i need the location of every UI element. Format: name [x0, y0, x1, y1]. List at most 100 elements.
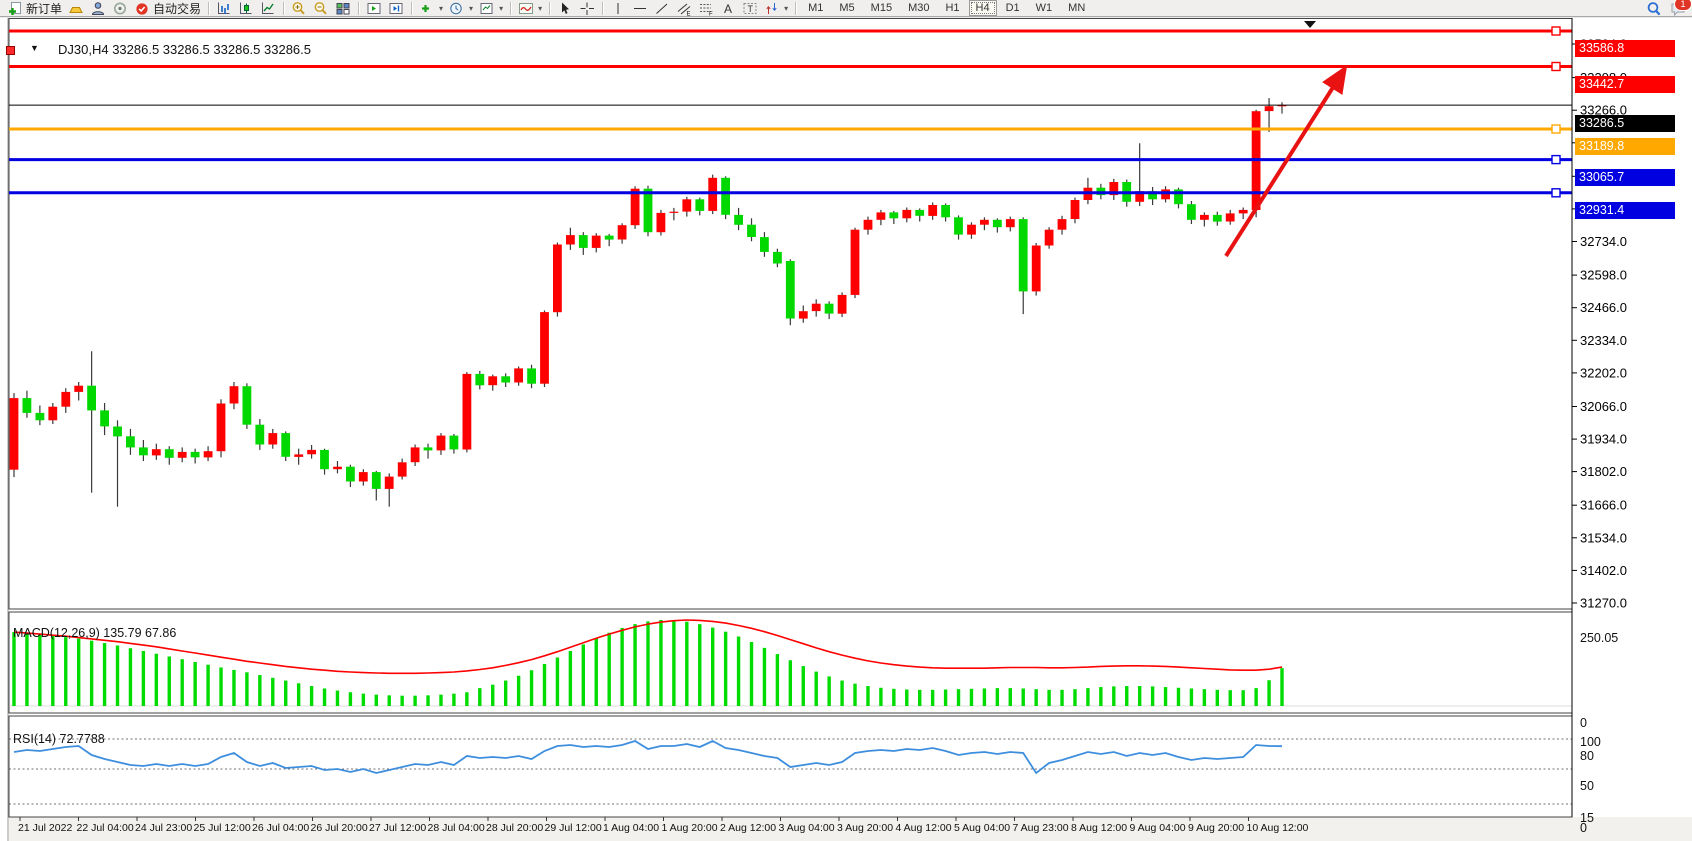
fibonacci-tool[interactable]: F: [695, 1, 717, 17]
zoom-out-button[interactable]: [310, 1, 332, 16]
crosshair-button[interactable]: [576, 1, 598, 16]
notifications-button[interactable]: 1: [1670, 0, 1692, 17]
time-label[interactable]: 8 Aug 12:00: [1071, 822, 1127, 834]
time-label[interactable]: 29 Jul 12:00: [545, 822, 602, 834]
time-axis-background: [9, 817, 1692, 841]
time-label[interactable]: 28 Jul 20:00: [486, 822, 543, 834]
candle-body: [346, 466, 355, 482]
zoom-out-icon: [313, 1, 329, 16]
chart-shift-button[interactable]: [385, 1, 407, 16]
macd-histogram-bar: [995, 688, 1000, 706]
price-tick-label: 33266.0: [1580, 103, 1627, 118]
chart-window[interactable]: ▼ DJ30,H4 33286.5 33286.5 33286.5 33286.…: [0, 18, 1692, 841]
level-line-handle[interactable]: [1551, 26, 1561, 36]
level-line-handle[interactable]: [1551, 154, 1561, 165]
time-label[interactable]: 3 Aug 04:00: [779, 822, 835, 834]
time-label[interactable]: 27 Jul 12:00: [369, 822, 426, 834]
tab-timeframe-m1[interactable]: M1: [808, 2, 824, 14]
cursor-button[interactable]: [554, 1, 576, 16]
tab-timeframe-d1[interactable]: D1: [1005, 2, 1020, 14]
horizontal-line-tool[interactable]: [629, 1, 651, 16]
trend-arrow[interactable]: [1224, 64, 1348, 258]
macd-histogram-bar: [232, 669, 236, 706]
bar-chart-button[interactable]: [213, 1, 235, 16]
time-label[interactable]: 24 Jul 23:00: [135, 822, 192, 834]
tab-timeframe-w1[interactable]: W1: [1035, 2, 1053, 14]
level-line-handle[interactable]: [1551, 188, 1561, 198]
level-line-handle[interactable]: [1551, 124, 1561, 134]
tab-timeframe-m30[interactable]: M30: [908, 2, 930, 14]
candle-body: [747, 224, 756, 237]
time-label[interactable]: 1 Aug 04:00: [603, 822, 659, 834]
auto-scroll-button[interactable]: [363, 1, 385, 16]
template-button[interactable]: ▾: [476, 1, 506, 16]
deposit-button[interactable]: [65, 1, 87, 16]
new-order-button[interactable]: 新订单: [4, 1, 65, 16]
tile-windows-button[interactable]: [332, 1, 354, 16]
candle-chart-button[interactable]: [235, 1, 257, 16]
candle-body: [1187, 204, 1196, 220]
text-tool[interactable]: A: [717, 1, 739, 16]
vertical-line-tool[interactable]: [607, 1, 629, 16]
time-label[interactable]: 22 Jul 04:00: [77, 822, 134, 834]
chart-shift-marker[interactable]: [1304, 21, 1316, 28]
profile-button[interactable]: [87, 1, 109, 16]
macd-histogram-bar: [943, 689, 948, 706]
time-label[interactable]: 28 Jul 04:00: [428, 822, 485, 834]
macd-histogram-bar: [1047, 689, 1051, 706]
macd-histogram-bar: [25, 633, 29, 706]
time-label[interactable]: 3 Aug 20:00: [837, 822, 893, 834]
candle-body: [1057, 219, 1067, 230]
time-label[interactable]: 26 Jul 04:00: [252, 822, 309, 834]
macd-histogram-bar: [788, 660, 793, 706]
macd-histogram-bar: [309, 686, 314, 706]
time-label[interactable]: 9 Aug 20:00: [1188, 822, 1244, 834]
equidistant-channel-tool[interactable]: E: [673, 1, 695, 17]
macd-histogram-bar: [723, 631, 728, 706]
line-chart-button[interactable]: [257, 1, 279, 16]
chart-style-button[interactable]: ▾: [515, 1, 545, 16]
candle-body: [721, 177, 730, 215]
time-label[interactable]: 1 Aug 20:00: [662, 822, 718, 834]
candle-body: [397, 462, 407, 477]
time-label[interactable]: 2 Aug 12:00: [720, 822, 776, 834]
time-label[interactable]: 21 Jul 2022: [18, 822, 72, 834]
macd-histogram-bar: [12, 632, 16, 706]
macd-histogram-bar: [918, 689, 922, 706]
chevron-down-icon: ▾: [499, 3, 504, 13]
add-indicator-button[interactable]: ▾: [416, 1, 446, 16]
price-tick-label: 32598.0: [1580, 268, 1627, 283]
macd-histogram-bar: [853, 683, 857, 706]
time-label[interactable]: 26 Jul 20:00: [311, 822, 368, 834]
signals-button[interactable]: [109, 1, 131, 16]
time-label[interactable]: 10 Aug 12:00: [1247, 822, 1309, 834]
arrows-tool[interactable]: ▾: [761, 1, 791, 16]
chevron-down-icon[interactable]: ▼: [30, 43, 39, 53]
candle-body: [423, 447, 433, 451]
zoom-in-button[interactable]: [288, 1, 310, 16]
tab-timeframe-m15[interactable]: M15: [870, 2, 893, 14]
time-label[interactable]: 25 Jul 12:00: [194, 822, 251, 834]
trendline-tool[interactable]: [651, 1, 673, 16]
tab-timeframe-mn[interactable]: MN: [1068, 2, 1086, 14]
auto-trading-button[interactable]: 自动交易: [131, 1, 204, 16]
tab-timeframe-h4[interactable]: H4: [968, 0, 997, 16]
time-label[interactable]: 4 Aug 12:00: [896, 822, 952, 834]
chart-canvas[interactable]: 33534.033398.033266.033134.032998.032866…: [0, 18, 1692, 841]
tab-timeframe-h1[interactable]: H1: [945, 2, 960, 14]
candle-body: [1031, 245, 1041, 292]
candle-body: [488, 376, 498, 386]
time-label[interactable]: 9 Aug 04:00: [1130, 822, 1186, 834]
candle-body: [1264, 106, 1274, 112]
text-label-tool[interactable]: T: [739, 1, 761, 16]
price-tick-label: 31666.0: [1580, 498, 1627, 513]
time-label[interactable]: 5 Aug 04:00: [954, 822, 1010, 834]
line-anchor-handle[interactable]: [6, 46, 15, 55]
macd-histogram-bar: [193, 661, 197, 706]
price-level-badge: 33586.8: [1575, 40, 1675, 58]
time-label[interactable]: 7 Aug 23:00: [1013, 822, 1069, 834]
level-line-handle[interactable]: [1551, 61, 1561, 72]
period-button[interactable]: ▾: [446, 1, 476, 16]
tab-timeframe-m5[interactable]: M5: [839, 2, 855, 14]
search-icon[interactable]: [1646, 1, 1662, 16]
